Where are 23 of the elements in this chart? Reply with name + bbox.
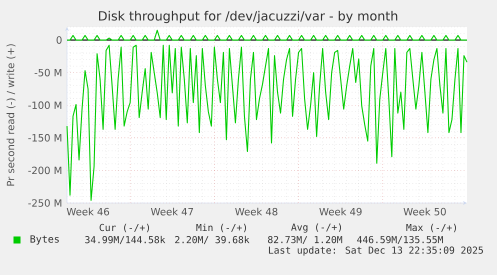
- x-tick-label: Week 48: [235, 208, 278, 216]
- y-tick-label: -200 M: [28, 166, 62, 174]
- x-tick-label: Week 46: [66, 208, 110, 216]
- y-tick-label: -150 M: [28, 134, 62, 142]
- legend-label: Bytes: [30, 235, 59, 245]
- chart-title: Disk throughput for /dev/jacuzzi/var - by month: [98, 10, 398, 24]
- y-tick-label: -250 M: [28, 199, 62, 207]
- y-tick-label: 0: [56, 36, 62, 44]
- y-axis-title: Pr second read (-) / write (+): [6, 44, 16, 186]
- y-tick-label: -50 M: [34, 68, 62, 76]
- text: 34.99M/144.58k: [85, 236, 166, 244]
- text: Min (-/+): [196, 224, 246, 232]
- text: Max (-/+): [406, 224, 456, 232]
- text: 446.59M/135.55M: [357, 236, 443, 244]
- text: 82.73M/ 1.20M: [268, 236, 342, 244]
- x-tick-label: Week 49: [319, 208, 362, 216]
- text: Last update: Sat Dec 13 22:35:09 2025: [268, 246, 483, 256]
- x-tick-label: Week 50: [404, 208, 446, 216]
- text: Cur (-/+): [100, 224, 150, 232]
- text: Avg (-/+): [291, 223, 342, 233]
- text: 2.20M/ 39.68k: [175, 236, 250, 244]
- y-tick-label: -100 M: [28, 101, 62, 110]
- x-tick-label: Week 47: [150, 208, 194, 216]
